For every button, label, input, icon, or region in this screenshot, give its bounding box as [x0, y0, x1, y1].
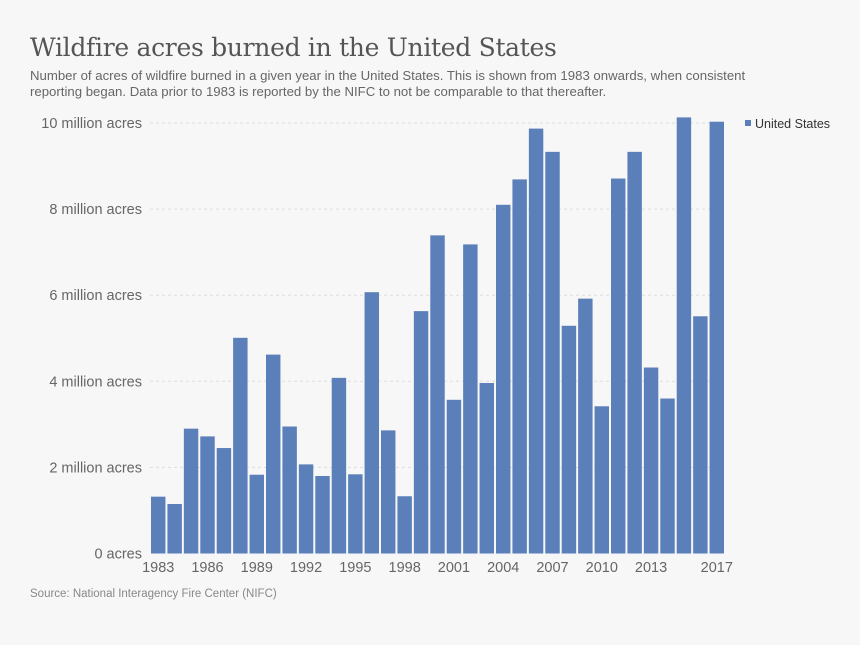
bar-1998[interactable]: [397, 496, 412, 554]
bar-1999[interactable]: [413, 311, 429, 554]
bar-2013[interactable]: [643, 367, 659, 554]
x-tick-label: 2013: [635, 560, 667, 576]
bar-1991[interactable]: [282, 426, 297, 554]
bar-2017[interactable]: [709, 121, 724, 554]
legend-swatch-united-states: [745, 120, 751, 126]
bar-2007[interactable]: [545, 151, 560, 554]
bar-2015[interactable]: [676, 117, 692, 554]
bar-2011[interactable]: [611, 178, 626, 554]
x-tick-label: 2001: [438, 560, 470, 576]
bar-1996[interactable]: [364, 292, 379, 554]
y-axis: 0 acres 2 million acres 4 million acres 6 m…: [41, 116, 142, 563]
source-note: Source: National Interagency Fire Center…: [30, 588, 277, 600]
x-tick-label: 1995: [339, 560, 371, 576]
bar-2009[interactable]: [578, 298, 593, 554]
y-tick-label: 6 million acres: [49, 288, 142, 304]
legend-label-united-states[interactable]: United States: [755, 117, 830, 131]
x-tick-label: 2010: [586, 560, 618, 576]
bar-2002[interactable]: [463, 244, 478, 554]
bar-2004[interactable]: [496, 204, 511, 554]
x-tick-label: 2007: [536, 560, 568, 576]
bar-2012[interactable]: [627, 151, 642, 554]
bars: [151, 117, 724, 554]
bar-1994[interactable]: [331, 377, 347, 554]
bar-2016[interactable]: [693, 316, 708, 554]
bar-2008[interactable]: [561, 325, 577, 554]
bar-2001[interactable]: [446, 399, 462, 554]
bar-1985[interactable]: [183, 428, 199, 554]
bar-1986[interactable]: [200, 436, 215, 554]
y-tick-label: 4 million acres: [49, 374, 142, 390]
chart-title: Wildfire acres burned in the United Stat…: [30, 33, 557, 62]
x-tick-label: 1983: [142, 560, 174, 576]
x-tick-label: 1989: [241, 560, 273, 576]
bar-1992[interactable]: [298, 464, 314, 554]
bar-1984[interactable]: [167, 503, 182, 554]
x-tick-label: 1998: [389, 560, 421, 576]
y-tick-label: 0 acres: [94, 547, 142, 563]
bar-1983[interactable]: [151, 496, 166, 554]
bar-2003[interactable]: [479, 383, 494, 554]
chart-subtitle: Number of acres of wildfire burned in a …: [30, 68, 746, 99]
x-tick-label: 2004: [487, 560, 519, 576]
bar-2014[interactable]: [660, 398, 675, 554]
x-tick-label: 1986: [191, 560, 223, 576]
y-tick-label: 10 million acres: [41, 116, 142, 132]
bar-2000[interactable]: [430, 235, 445, 554]
bar-1988[interactable]: [233, 337, 248, 554]
bar-1997[interactable]: [381, 430, 396, 554]
bar-1989[interactable]: [249, 474, 264, 554]
bar-2005[interactable]: [512, 179, 527, 554]
x-tick-label: 1992: [290, 560, 322, 576]
y-tick-label: 2 million acres: [49, 460, 142, 476]
bar-2006[interactable]: [528, 128, 544, 554]
legend[interactable]: United States: [745, 117, 830, 131]
bar-1995[interactable]: [348, 474, 363, 554]
x-tick-label: 2017: [701, 560, 733, 576]
x-axis: 1983 1986 1989 1992 1995 1998 2001 2004 2007 2010…: [142, 560, 733, 576]
y-tick-label: 8 million acres: [49, 202, 142, 218]
bar-1990[interactable]: [266, 354, 281, 554]
bar-1987[interactable]: [216, 448, 232, 554]
bar-2010[interactable]: [594, 406, 609, 554]
bar-1993[interactable]: [315, 476, 330, 554]
